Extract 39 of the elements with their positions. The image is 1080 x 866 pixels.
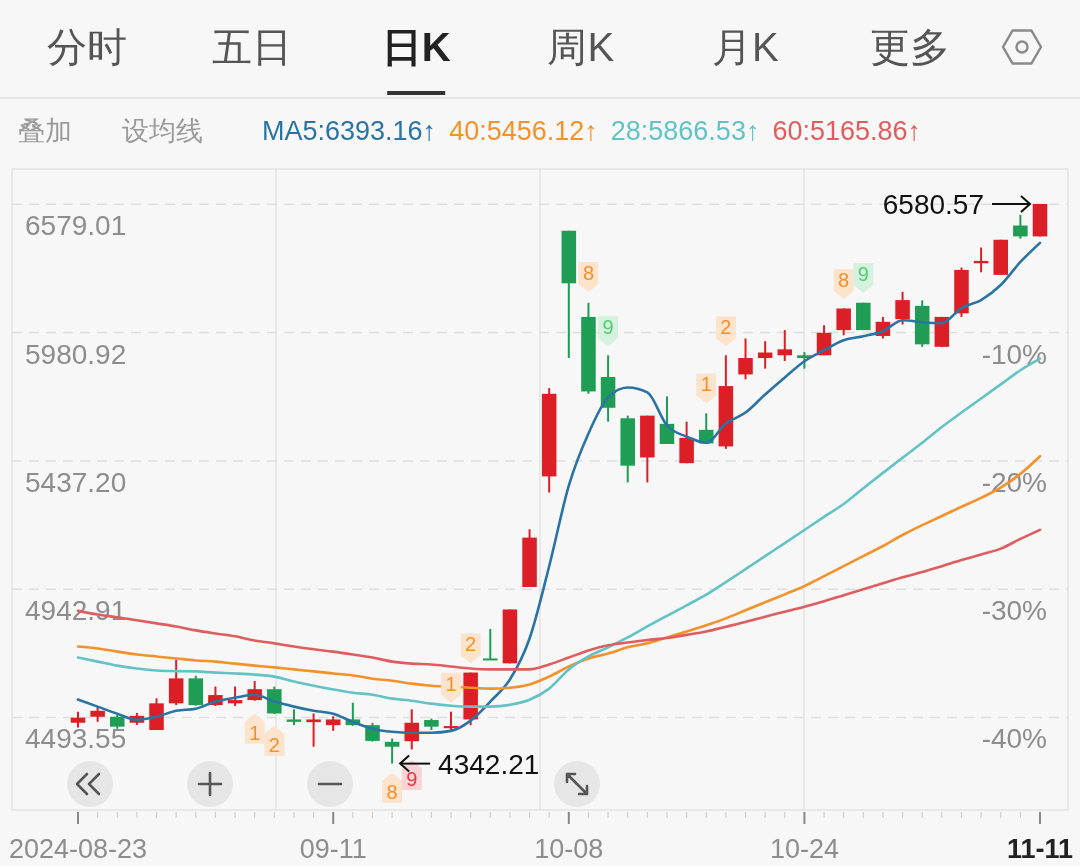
text: 叠加 <box>18 116 72 146</box>
text: 日K <box>381 25 451 69</box>
text: 更多 <box>870 25 950 69</box>
y-tick-label: 6579.01 <box>25 210 127 242</box>
series-label: 9 <box>406 767 418 790</box>
text: 1 <box>700 373 712 396</box>
text: 9 <box>602 316 614 339</box>
series-label: 1 <box>249 721 261 744</box>
annotation: 6580.57 <box>882 188 984 220</box>
text: 五日 <box>211 25 292 69</box>
text: 2 <box>720 316 732 339</box>
text: 周K <box>547 25 615 69</box>
annotation: 4342.21 <box>438 748 540 780</box>
y-tick-label: 5437.20 <box>25 466 127 498</box>
y2-tick-label: -10% <box>981 338 1047 370</box>
y-tick-label: 5980.92 <box>25 338 127 370</box>
x-tick-label: 11-11 <box>1006 834 1074 864</box>
text: 月K <box>712 25 780 69</box>
y-tick-label: 4493.55 <box>25 723 127 755</box>
y2-tick-label: -30% <box>981 595 1047 627</box>
x-tick-label: 2024-08-23 <box>8 834 148 864</box>
x-tick-label: 09-11 <box>299 834 367 864</box>
x-tick-label: 10-08 <box>534 834 604 864</box>
text: 分时 <box>47 25 127 69</box>
text: 设均线 <box>122 116 203 146</box>
y2-tick-label: -40% <box>981 723 1047 755</box>
text: 2 <box>465 633 477 656</box>
series-label: 2 <box>268 733 280 756</box>
y-tick-label: 4942.91 <box>25 595 127 627</box>
text: 1 <box>445 672 457 695</box>
text: 40:5456.12↑ <box>449 116 598 146</box>
x-tick-label: 10-24 <box>769 834 839 864</box>
text: 9 <box>857 262 869 285</box>
text: MA5:6393.16↑ <box>262 116 437 146</box>
text: 8 <box>838 268 850 291</box>
text: 28:5866.53↑ <box>610 116 760 146</box>
series-label: 8 <box>386 781 398 804</box>
text: 60:5165.86↑ <box>772 116 922 146</box>
text: 8 <box>582 262 595 285</box>
